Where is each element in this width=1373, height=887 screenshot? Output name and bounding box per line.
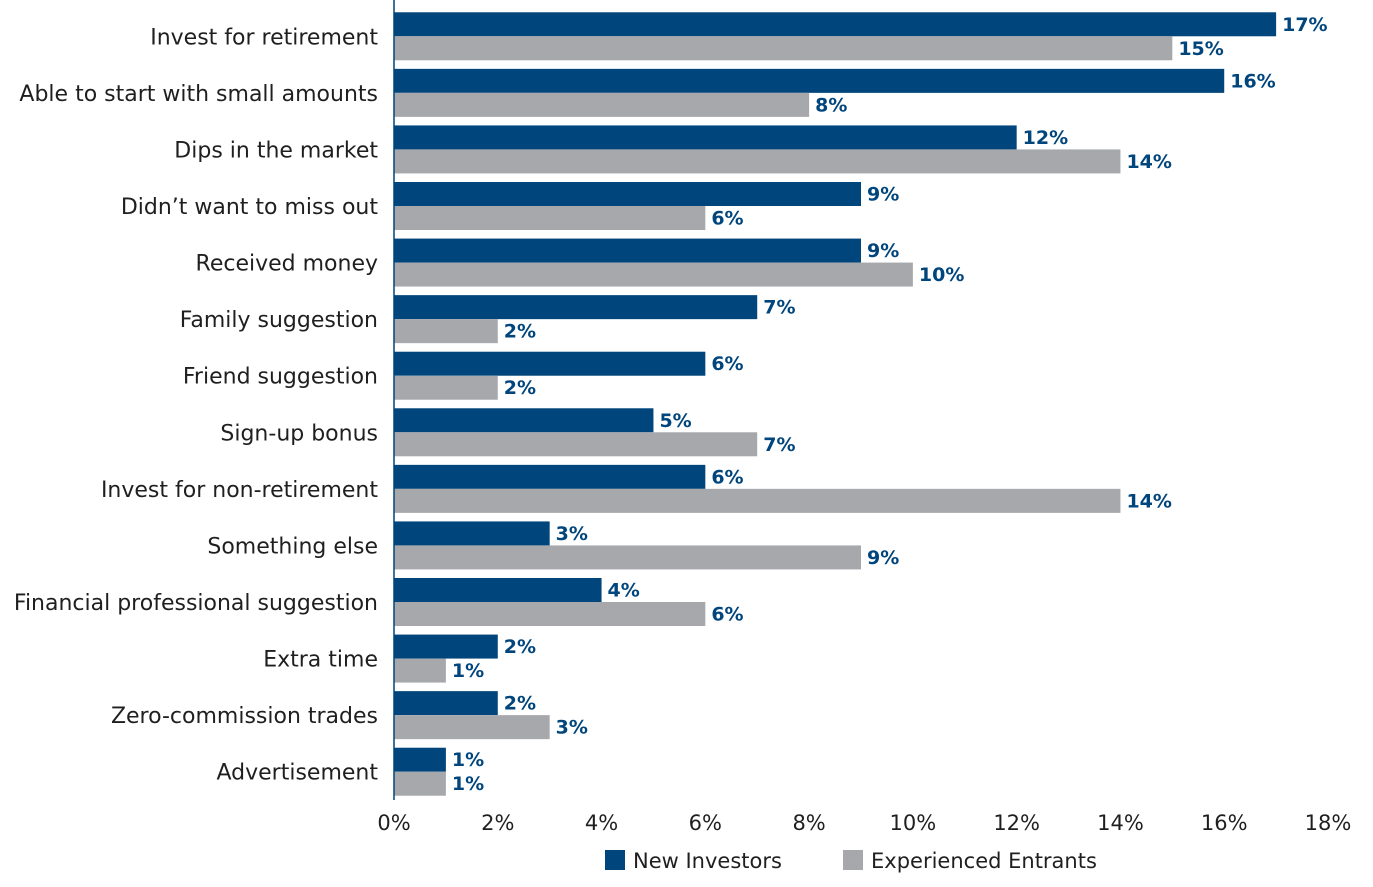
category-label: Financial professional suggestion	[14, 591, 378, 616]
data-label: 4%	[608, 580, 640, 602]
category-label: Invest for retirement	[150, 25, 378, 50]
category-label: Dips in the market	[174, 138, 378, 163]
bar-experienced-entrants	[394, 262, 913, 287]
legend-label: Experienced Entrants	[871, 849, 1097, 873]
bar-experienced-entrants	[394, 432, 758, 457]
category-label: Family suggestion	[180, 308, 378, 333]
category-label: Zero-commission trades	[111, 704, 378, 729]
data-label: 2%	[504, 636, 536, 658]
data-label: 6%	[711, 604, 743, 626]
bar-experienced-entrants	[394, 36, 1173, 61]
bar-experienced-entrants	[394, 206, 706, 230]
data-label: 5%	[659, 410, 691, 432]
bar-new-investors	[394, 464, 706, 489]
legend: New Investors Experienced Entrants	[605, 849, 1097, 873]
category-labels: Invest for retirement Able to start with …	[14, 25, 378, 785]
bar-new-investors	[394, 12, 1277, 37]
bars-layer	[394, 12, 1277, 796]
bar-new-investors	[394, 182, 861, 206]
category-label: Extra time	[263, 648, 378, 673]
x-tick-label: 8%	[792, 811, 825, 835]
data-label: 9%	[867, 184, 899, 206]
category-label: Sign-up bonus	[220, 421, 378, 446]
data-label: 6%	[711, 353, 743, 375]
data-label: 14%	[1126, 151, 1171, 173]
category-label: Something else	[207, 534, 378, 559]
x-axis-ticks: 0% 2% 4% 6% 8% 10% 12% 14% 16% 18%	[377, 811, 1351, 835]
data-label: 6%	[711, 208, 743, 230]
data-label: 7%	[763, 297, 795, 319]
bar-new-investors	[394, 634, 498, 659]
bar-new-investors	[394, 578, 602, 602]
x-tick-label: 2%	[481, 811, 514, 835]
bar-new-investors	[394, 521, 550, 546]
data-label: 3%	[556, 523, 588, 545]
bar-experienced-entrants	[394, 149, 1121, 174]
bar-experienced-entrants	[394, 715, 550, 740]
bar-new-investors	[394, 691, 498, 716]
data-label: 1%	[452, 749, 484, 771]
data-label: 17%	[1282, 14, 1327, 36]
category-label: Friend suggestion	[183, 365, 378, 390]
data-label: 6%	[711, 466, 743, 488]
bar-experienced-entrants	[394, 375, 498, 400]
x-tick-label: 18%	[1305, 811, 1352, 835]
bar-new-investors	[394, 747, 446, 772]
data-label: 10%	[919, 264, 964, 286]
x-tick-label: 14%	[1097, 811, 1144, 835]
legend-swatch-new-investors	[605, 850, 625, 870]
bar-experienced-entrants	[394, 488, 1121, 513]
bar-new-investors	[394, 408, 654, 433]
x-tick-label: 0%	[377, 811, 410, 835]
bar-new-investors	[394, 68, 1225, 93]
x-tick-label: 12%	[993, 811, 1040, 835]
data-label: 8%	[815, 94, 847, 116]
data-label: 16%	[1230, 70, 1275, 92]
bar-experienced-entrants	[394, 92, 810, 117]
data-label: 3%	[556, 717, 588, 739]
data-label: 12%	[1023, 127, 1068, 149]
data-label: 9%	[867, 547, 899, 569]
data-label: 2%	[504, 377, 536, 399]
data-labels: 17% 15% 16% 8% 12% 14% 9% 6% 9% 10% 7% 2% 6% 2% 5% 7% 6%…	[452, 14, 1328, 795]
bar-new-investors	[394, 351, 706, 376]
x-tick-label: 4%	[585, 811, 618, 835]
data-label: 1%	[452, 660, 484, 682]
data-label: 2%	[504, 321, 536, 343]
bar-experienced-entrants	[394, 771, 446, 796]
data-label: 2%	[504, 693, 536, 715]
data-label: 1%	[452, 773, 484, 795]
x-tick-label: 6%	[689, 811, 722, 835]
category-label: Invest for non-retirement	[101, 478, 378, 503]
category-label: Able to start with small amounts	[19, 82, 378, 107]
bar-experienced-entrants	[394, 319, 498, 344]
bar-new-investors	[394, 295, 758, 320]
category-label: Advertisement	[217, 761, 379, 786]
category-label: Didn’t want to miss out	[121, 195, 379, 220]
legend-label: New Investors	[633, 849, 782, 873]
data-label: 15%	[1178, 38, 1223, 60]
category-label: Received money	[196, 252, 378, 277]
x-tick-label: 16%	[1201, 811, 1248, 835]
data-label: 7%	[763, 434, 795, 456]
bar-new-investors	[394, 125, 1017, 150]
bar-experienced-entrants	[394, 545, 861, 570]
x-tick-label: 10%	[890, 811, 937, 835]
bar-experienced-entrants	[394, 602, 706, 626]
bar-new-investors	[394, 238, 861, 263]
data-label: 9%	[867, 240, 899, 262]
data-label: 14%	[1126, 490, 1171, 512]
legend-swatch-experienced-entrants	[843, 850, 863, 870]
bar-experienced-entrants	[394, 658, 446, 683]
